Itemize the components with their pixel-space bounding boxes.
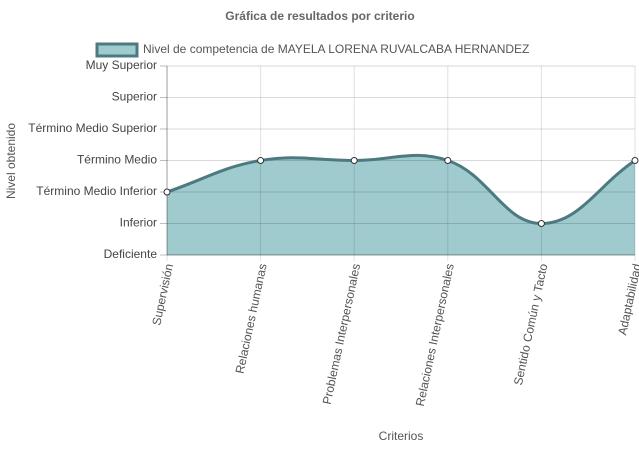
x-tick-label: Supervisión (149, 262, 176, 326)
legend-label: Nivel de competencia de MAYELA LORENA RU… (143, 42, 529, 56)
y-tick-label: Muy Superior (86, 58, 157, 72)
point (163, 188, 171, 196)
chart-title: Gráfica de resultados por criterio (225, 9, 414, 23)
y-tick-label: Inferior (120, 216, 157, 230)
y-tick-label: Superior (112, 90, 157, 104)
y-axis-title: Nivel obtenido (4, 123, 18, 199)
x-tick-label: Relaciones Interpersonales (413, 262, 457, 407)
y-tick-label: Término Medio Superior (28, 121, 157, 135)
point (257, 157, 265, 164)
x-tick-label: Problemas Interpersonales (320, 262, 364, 405)
x-tick-label: Relaciones humanas (233, 262, 270, 375)
point (350, 157, 358, 164)
y-tick-label: Término Medio Inferior (36, 184, 157, 198)
line (166, 153, 636, 226)
legend-swatch (95, 42, 139, 58)
area (167, 155, 635, 255)
x-axis-title: Criterios (379, 429, 424, 443)
x-tick-label: Adaptabilidad (615, 262, 639, 336)
y-tick-label: Deficiente (104, 247, 158, 261)
y-tick-label: Término Medio (77, 153, 157, 167)
point (444, 157, 452, 164)
point (631, 157, 639, 164)
x-tick-label: Sentido Común y Tacto (511, 262, 551, 386)
point (537, 220, 545, 227)
